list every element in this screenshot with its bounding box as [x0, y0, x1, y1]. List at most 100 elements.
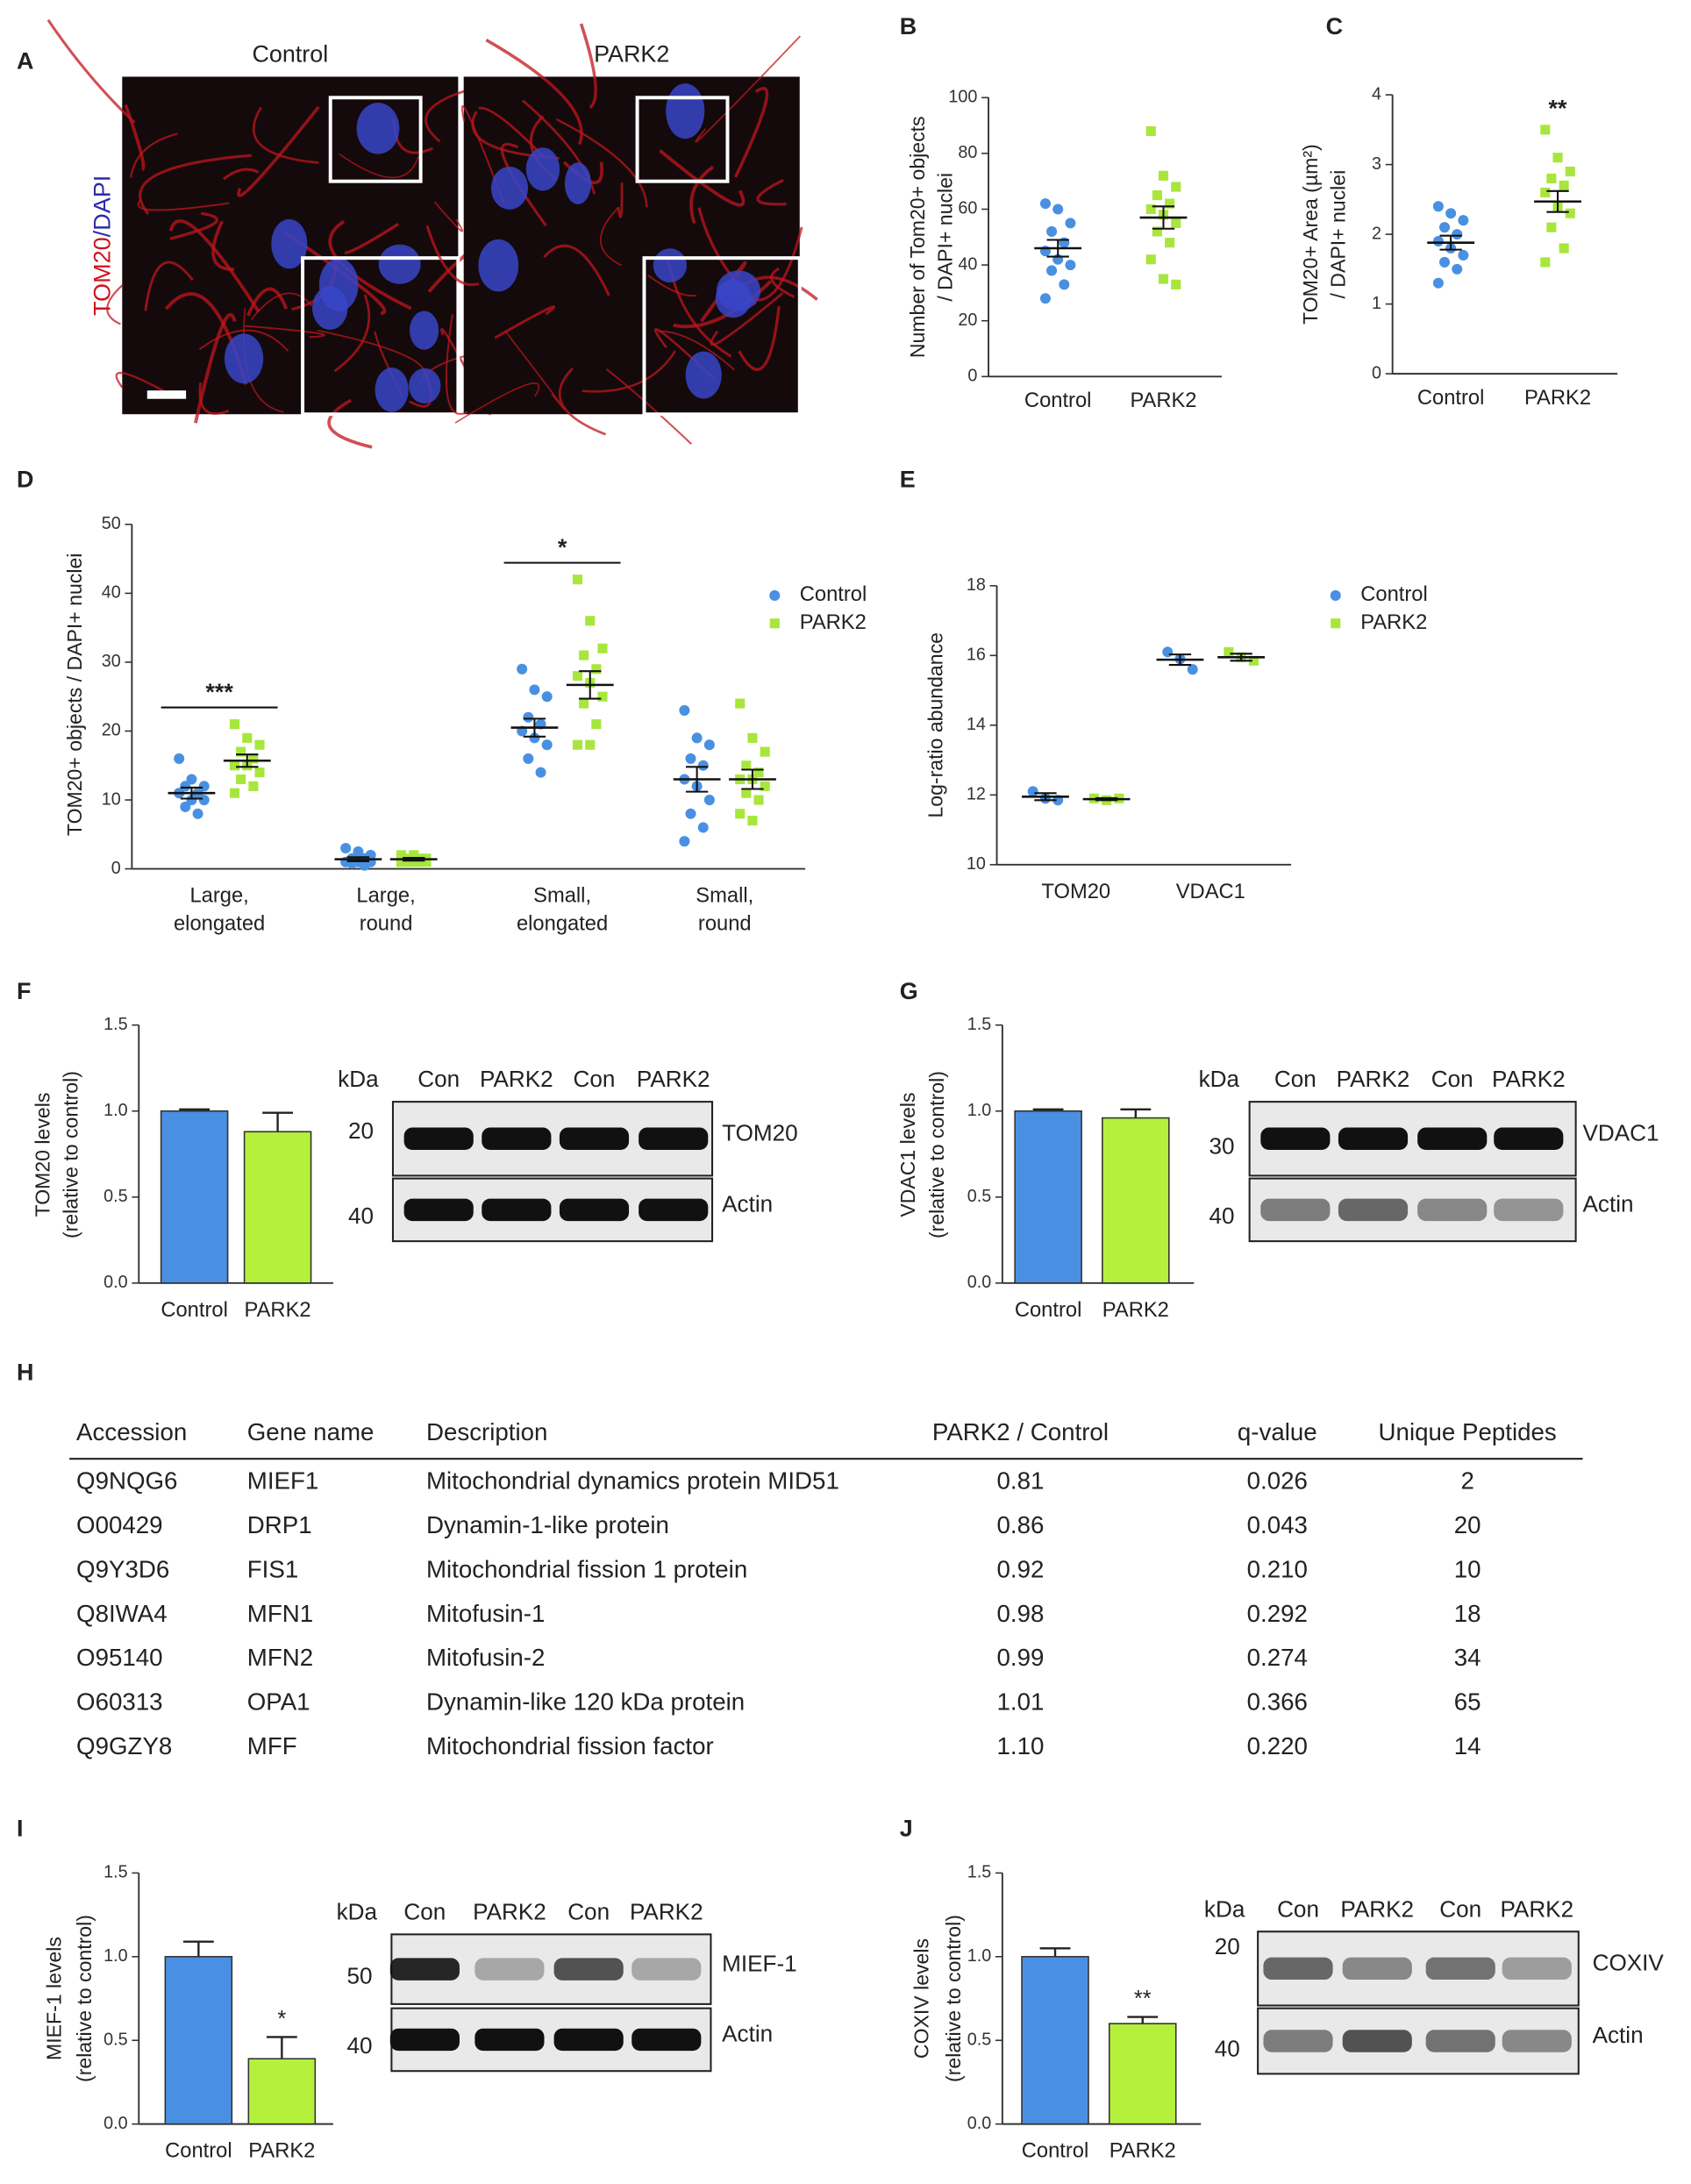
table-cell: Mitochondrial fission 1 protein [426, 1555, 747, 1582]
point [198, 795, 210, 806]
band-label: Actin [1583, 1190, 1634, 1217]
point [769, 589, 781, 601]
y-axis-label: (relative to control) [59, 1071, 82, 1238]
point [1165, 238, 1175, 248]
lane-label: Con [417, 1066, 460, 1092]
y-axis-label: (relative to control) [73, 1915, 96, 2082]
fiber [246, 287, 289, 317]
x-tick-label: PARK2 [1109, 2139, 1176, 2163]
table-cell: 0.274 [1247, 1644, 1308, 1671]
nucleus [224, 333, 264, 384]
lane-label: Con [574, 1066, 616, 1092]
x-tick-label: Small, [696, 884, 753, 908]
point [1152, 226, 1162, 237]
blot-band [631, 1958, 702, 1981]
bar [160, 1110, 229, 1284]
nucleus [525, 147, 560, 191]
blot-band [1260, 1127, 1331, 1150]
table-cell: Mitofusin-1 [426, 1600, 545, 1627]
bar [243, 1131, 312, 1284]
table-cell: Q9Y3D6 [76, 1555, 169, 1582]
blot-band [1342, 2030, 1412, 2052]
y-tick-label: 10 [967, 854, 986, 874]
point [703, 795, 715, 806]
fiber [106, 284, 124, 325]
point [1452, 263, 1463, 275]
blot-unit: kDa [1204, 1895, 1245, 1922]
fiber [689, 165, 714, 225]
inset [301, 256, 460, 417]
point [229, 760, 240, 771]
nucleus [490, 167, 529, 210]
lane-label: PARK2 [1492, 1066, 1566, 1092]
point [409, 850, 419, 860]
fiber [710, 292, 784, 346]
blot-band [553, 2028, 624, 2052]
y-tick-label: 18 [967, 575, 986, 595]
table-header: q-value [1238, 1418, 1317, 1445]
fiber [137, 199, 230, 211]
point [760, 781, 770, 791]
fiber [198, 329, 289, 352]
y-axis-label: Log-ratio abundance [924, 632, 947, 817]
significance: ** [1549, 96, 1567, 122]
table-cell: 14 [1454, 1732, 1481, 1759]
y-axis-label: / DAPI+ nuclei [934, 173, 957, 302]
blot-band [639, 1198, 709, 1222]
image-title: PARK2 [594, 41, 669, 68]
point [597, 643, 608, 653]
blot-band [1502, 2030, 1572, 2052]
x-tick-label: Control [165, 2139, 232, 2163]
point [697, 822, 709, 833]
fiber [223, 168, 260, 181]
mw-marker: 20 [348, 1117, 374, 1144]
lane-label: PARK2 [1340, 1895, 1414, 1922]
point [753, 795, 764, 805]
blot-band [639, 1127, 709, 1150]
table-cell: Dynamin-like 120 kDa protein [426, 1688, 745, 1716]
x-tick-label: Control [161, 1298, 227, 1322]
y-axis-label: / DAPI+ nuclei [1327, 170, 1350, 299]
bar [1014, 1110, 1082, 1284]
point [1145, 125, 1156, 137]
bar [1102, 1117, 1170, 1284]
fiber [425, 86, 477, 143]
x-tick-label: Small, [533, 884, 591, 908]
y-axis-label: (relative to control) [925, 1071, 948, 1238]
blot-band [474, 1958, 545, 1981]
blot-band [389, 2028, 460, 2052]
blot-band [559, 1198, 630, 1222]
mw-marker: 40 [1209, 1203, 1234, 1229]
image-ylabel-part: /DAPI [89, 175, 116, 238]
image-title: Control [252, 41, 328, 68]
blot-unit: kDa [337, 1898, 378, 1924]
point [415, 857, 425, 867]
point [1046, 225, 1058, 237]
y-tick-label: 0.0 [103, 2114, 128, 2133]
nucleus [685, 351, 722, 399]
point [572, 671, 583, 682]
point [186, 774, 197, 785]
inset-box [328, 96, 423, 183]
table-cell: Q8IWA4 [76, 1600, 168, 1627]
fiber [237, 105, 320, 197]
fiber [599, 207, 623, 267]
table-cell: 0.98 [997, 1600, 1045, 1627]
point [1065, 260, 1076, 271]
table-cell: 0.99 [997, 1644, 1045, 1671]
table-cell: 0.043 [1247, 1511, 1308, 1538]
point [685, 753, 696, 764]
point [248, 781, 259, 791]
panel-label: C [1326, 13, 1343, 39]
mw-marker: 40 [346, 2032, 372, 2059]
table-cell: 0.92 [997, 1555, 1045, 1582]
nucleus [271, 218, 308, 269]
y-axis-label: VDAC1 levels [896, 1092, 919, 1217]
table-cell: 0.210 [1247, 1555, 1308, 1582]
mw-marker: 20 [1215, 1933, 1240, 1959]
y-tick-label: 0 [111, 859, 121, 878]
lane-label: Con [403, 1898, 446, 1924]
x-tick-label: elongated [174, 911, 265, 935]
y-tick-label: 60 [958, 199, 977, 218]
nucleus [312, 286, 348, 330]
